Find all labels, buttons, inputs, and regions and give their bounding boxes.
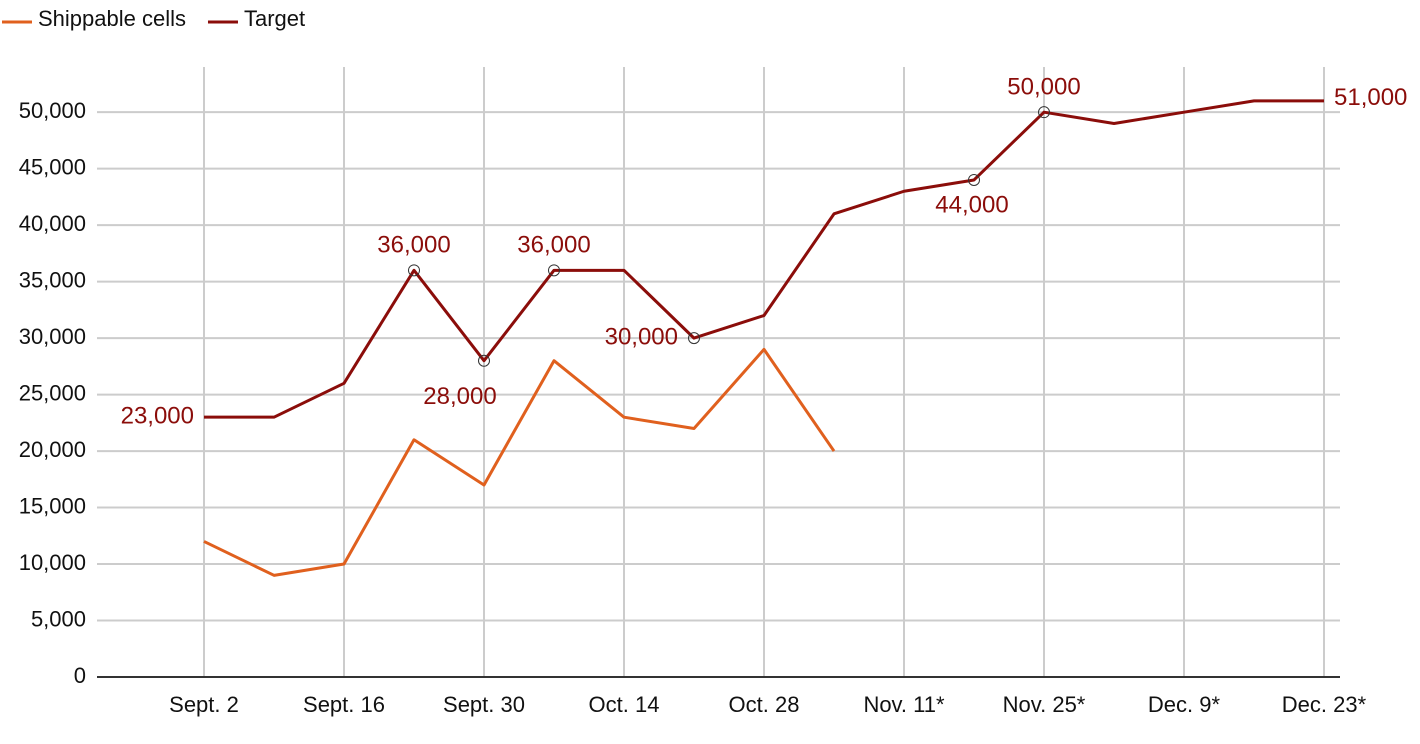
point-marker [688, 332, 700, 345]
y-tick-label: 15,000 [19, 493, 86, 518]
x-tick-label: Dec. 9* [1148, 692, 1221, 717]
point-marker [548, 264, 560, 277]
y-tick-label: 25,000 [19, 380, 86, 405]
point-marker [478, 354, 490, 367]
y-tick-label: 45,000 [19, 154, 86, 179]
y-tick-label: 20,000 [19, 437, 86, 462]
data-label: 30,000 [605, 323, 678, 350]
series-line [204, 99, 1324, 419]
y-tick-label: 40,000 [19, 211, 86, 236]
legend-label: Shippable cells [38, 6, 186, 31]
x-tick-label: Dec. 23* [1282, 692, 1367, 717]
legend-label: Target [244, 6, 305, 31]
y-tick-label: 5,000 [31, 606, 86, 631]
series-line [203, 347, 836, 577]
x-tick-label: Nov. 25* [1003, 692, 1086, 717]
y-tick-label: 50,000 [19, 98, 86, 123]
y-tick-label: 35,000 [19, 267, 86, 292]
x-tick-label: Oct. 14 [589, 692, 660, 717]
x-tick-label: Oct. 28 [729, 692, 800, 717]
data-label: 36,000 [517, 232, 590, 259]
data-label: 23,000 [121, 403, 194, 430]
x-tick-label: Sept. 30 [443, 692, 525, 717]
point-marker [968, 173, 980, 186]
data-label: 28,000 [423, 383, 496, 410]
x-tick-label: Sept. 16 [303, 692, 385, 717]
data-label: 44,000 [935, 191, 1008, 218]
y-tick-label: 10,000 [19, 550, 86, 575]
point-marker [408, 264, 420, 277]
data-label: 51,000 [1334, 84, 1407, 111]
data-label: 36,000 [377, 232, 450, 259]
y-tick-label: 0 [74, 663, 86, 688]
point-marker [1038, 106, 1050, 119]
y-tick-label: 30,000 [19, 324, 86, 349]
data-label: 50,000 [1007, 74, 1080, 101]
x-tick-label: Sept. 2 [169, 692, 239, 717]
x-tick-label: Nov. 11* [863, 692, 945, 717]
